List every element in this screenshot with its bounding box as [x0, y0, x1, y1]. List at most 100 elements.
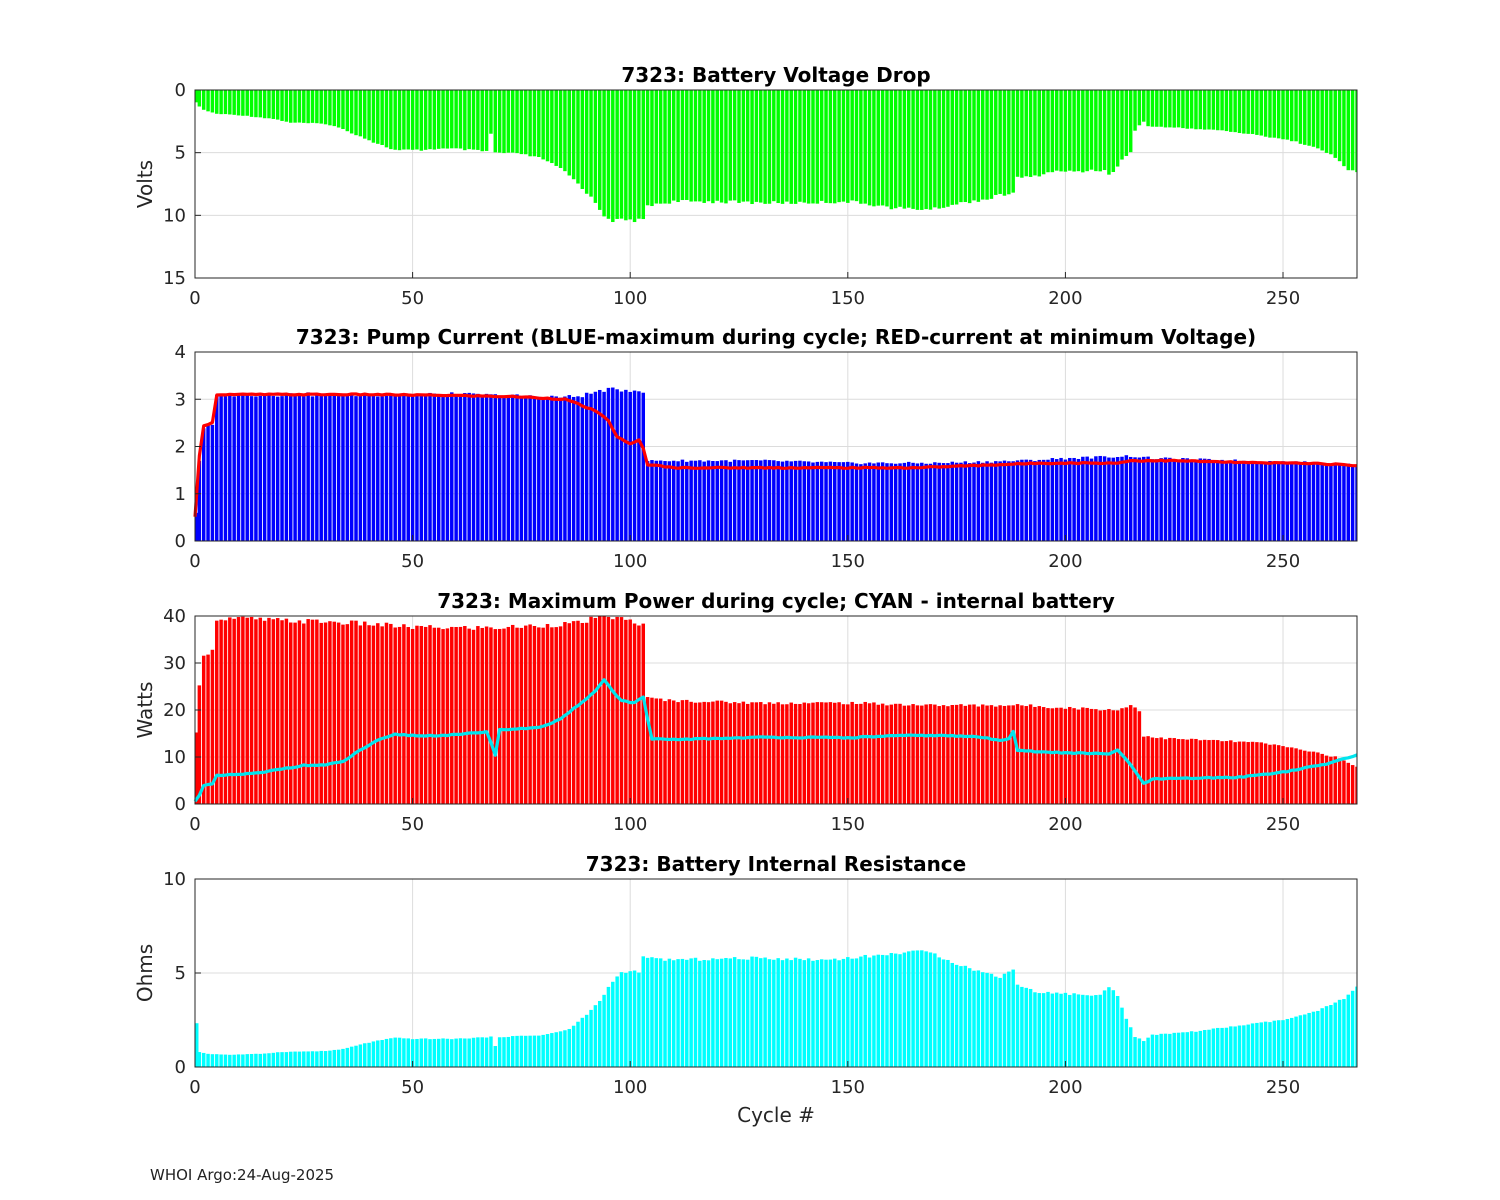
bar — [332, 394, 337, 541]
bar — [632, 90, 637, 223]
bar — [302, 623, 306, 804]
y-tick-label: 40 — [163, 606, 186, 627]
bar — [1081, 994, 1085, 1067]
bar — [1168, 457, 1172, 541]
bar — [693, 90, 698, 202]
bar — [846, 957, 850, 1067]
bar — [1089, 708, 1094, 804]
bar — [776, 702, 780, 804]
bar — [310, 396, 315, 541]
bar — [859, 956, 863, 1067]
bar — [267, 394, 271, 541]
bar — [859, 90, 863, 204]
bar — [1011, 90, 1015, 193]
bar — [606, 616, 611, 804]
bar — [589, 616, 593, 804]
bar — [1063, 459, 1068, 541]
bar — [754, 90, 759, 202]
bar — [489, 1036, 493, 1067]
bar — [1324, 463, 1329, 541]
bar — [724, 90, 728, 204]
bar — [537, 1035, 541, 1067]
bar — [593, 1005, 598, 1067]
bar — [628, 391, 632, 541]
x-tick-label: 100 — [613, 814, 647, 835]
bar — [846, 704, 850, 804]
bar — [197, 90, 202, 107]
bar — [1207, 458, 1211, 541]
bar — [236, 1054, 241, 1067]
bar — [1124, 90, 1129, 156]
bar — [493, 629, 498, 804]
bar — [1233, 742, 1237, 804]
bar — [667, 958, 672, 1067]
bar — [1163, 457, 1168, 541]
bar — [441, 629, 445, 804]
bar — [898, 954, 902, 1067]
bar — [1142, 456, 1146, 541]
bar — [1063, 90, 1068, 172]
bar — [1142, 736, 1146, 804]
bar — [550, 1033, 554, 1067]
bar — [767, 959, 772, 1067]
bar — [1215, 460, 1220, 541]
bar — [354, 1045, 358, 1067]
bar — [928, 952, 933, 1067]
bar — [376, 396, 380, 541]
bar — [998, 461, 1002, 541]
bar — [715, 461, 719, 541]
bar — [476, 626, 480, 804]
bar — [1124, 1018, 1129, 1067]
bar — [846, 461, 850, 541]
bar — [1059, 457, 1063, 541]
bar — [1289, 747, 1294, 804]
y-tick-label: 3 — [175, 389, 186, 410]
bar — [598, 389, 602, 541]
bar — [275, 396, 280, 541]
bar — [1041, 993, 1046, 1067]
bar — [989, 973, 994, 1067]
bar — [563, 622, 567, 804]
bar — [1068, 994, 1072, 1067]
bar — [946, 90, 950, 207]
bar — [815, 461, 820, 541]
y-tick-label: 10 — [163, 869, 186, 890]
bar — [645, 957, 650, 1067]
bar — [580, 90, 585, 190]
x-tick-label: 250 — [1266, 288, 1300, 309]
bar — [323, 1051, 328, 1067]
bar — [554, 627, 558, 804]
bar — [589, 393, 593, 541]
tick-labels: 0 50 100 150 200 250 0 10 20 30 40 — [163, 606, 1300, 835]
bar — [232, 1054, 236, 1067]
bar — [463, 90, 467, 151]
bar — [1128, 90, 1133, 153]
bar — [223, 396, 228, 541]
bar — [1028, 988, 1033, 1067]
bar — [367, 625, 371, 804]
bar — [241, 616, 245, 804]
bar — [397, 395, 402, 541]
bar — [1263, 1021, 1268, 1067]
bar — [985, 705, 989, 804]
bar — [1007, 90, 1011, 195]
bar — [1137, 90, 1142, 126]
bar — [1250, 741, 1255, 804]
bar — [598, 616, 602, 804]
bar — [571, 396, 576, 541]
bar — [519, 396, 524, 541]
bar — [1237, 1025, 1242, 1067]
bar — [976, 461, 981, 541]
bar — [741, 460, 746, 541]
bar — [1120, 90, 1124, 160]
bar — [1054, 707, 1059, 804]
bar — [315, 1051, 319, 1067]
bar — [537, 90, 541, 158]
bar — [480, 1037, 484, 1067]
bar — [893, 953, 898, 1067]
bar — [1072, 457, 1076, 541]
bar — [436, 627, 441, 804]
bar — [1111, 90, 1116, 173]
bar — [493, 90, 498, 153]
bar — [1224, 741, 1229, 804]
